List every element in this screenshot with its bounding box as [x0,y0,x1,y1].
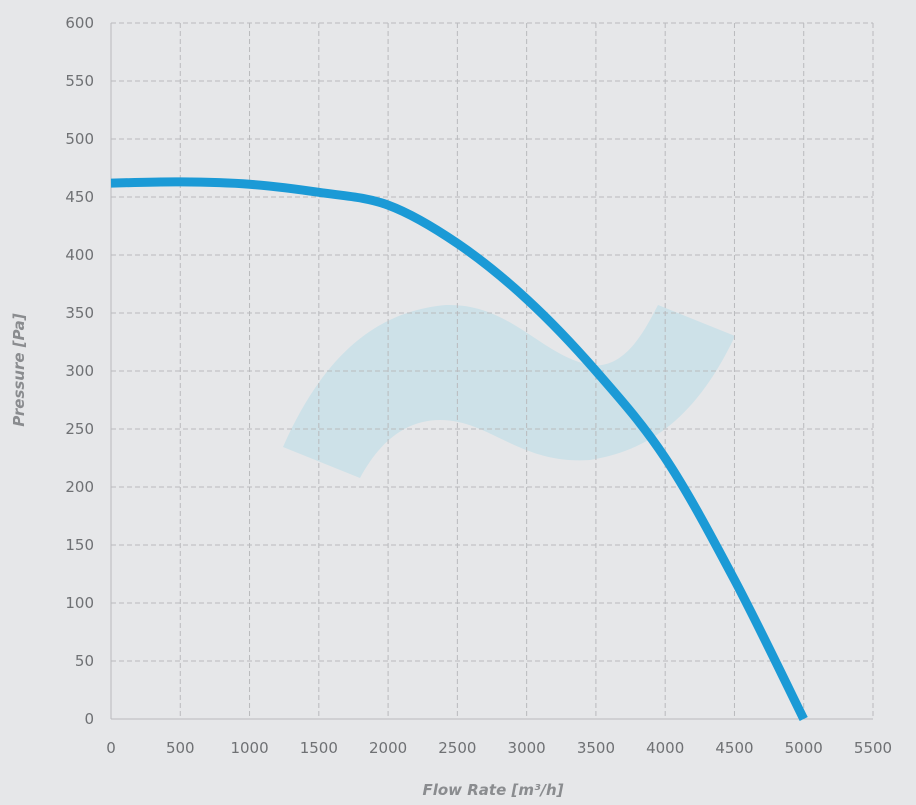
y-tick-label: 0 [84,710,94,728]
x-tick-label: 500 [166,739,195,757]
x-tick-label: 3500 [577,739,615,757]
x-tick-label: 2000 [369,739,407,757]
chart-series [110,177,808,722]
y-tick-label: 500 [65,130,94,148]
y-tick-label: 150 [65,536,94,554]
x-axis-ticks: 0 500 1000 1500 2000 2500 3000 3500 4000 4500 5000… [106,739,892,757]
y-tick-label: 250 [65,420,94,438]
x-tick-label: 5500 [854,739,892,757]
y-axis-title: Pressure [Pa] [10,313,28,426]
x-tick-label: 1500 [300,739,338,757]
wave-watermark-icon [283,304,735,478]
y-tick-label: 450 [65,188,94,206]
chart-axes [110,23,873,720]
x-axis-title: Flow Rate [m³/h] [422,781,563,799]
x-tick-label: 4500 [715,739,753,757]
x-tick-label: 3000 [508,739,546,757]
y-tick-label: 350 [65,304,94,322]
x-tick-label: 0 [106,739,116,757]
y-tick-label: 100 [65,594,94,612]
y-tick-label: 200 [65,478,94,496]
y-tick-label: 550 [65,72,94,90]
y-tick-label: 600 [65,14,94,32]
y-tick-label: 300 [65,362,94,380]
y-tick-label: 400 [65,246,94,264]
y-axis-ticks: 0 50 100 150 200 250 300 350 400 450 500 550 600 [65,14,94,728]
y-tick-label: 50 [75,652,94,670]
x-tick-label: 2500 [438,739,476,757]
chart-grid [111,22,874,719]
series-line-0 [110,177,808,722]
x-tick-label: 5000 [785,739,823,757]
x-tick-label: 1000 [230,739,268,757]
x-tick-label: 4000 [646,739,684,757]
